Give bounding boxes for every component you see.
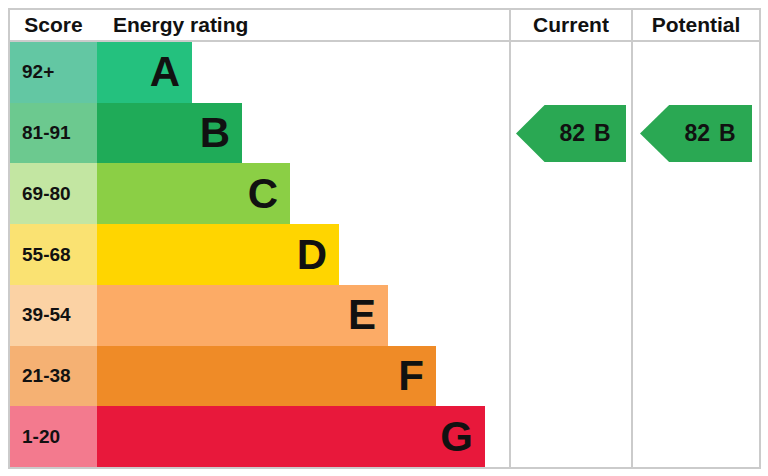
band-bar-d: D [97,224,339,285]
divider-current-column [509,10,511,467]
grade-letter-c: C [248,173,278,215]
band-bar-a: A [97,42,192,103]
current-grade: B [594,120,611,147]
current-score-value: 82 [559,120,585,147]
grade-letter-a: A [150,51,180,93]
band-row-f: 21-38 F [10,346,509,407]
grade-letter-e: E [348,294,376,336]
band-bar-c: C [97,163,290,224]
epc-chart: Score Energy rating Current Potential 92… [8,8,761,469]
current-rating-arrow: 82 B [516,105,626,162]
band-rows: 92+ A 81-91 B 69-80 C 55-68 D 39-54 E 21… [10,42,509,467]
band-bar-f: F [97,346,436,407]
band-row-e: 39-54 E [10,285,509,346]
score-range-a: 92+ [10,42,97,103]
grade-letter-b: B [200,112,230,154]
score-range-b: 81-91 [10,103,97,164]
epc-rating-chart-page: { "header": { "score": "Score", "energy"… [0,0,768,476]
potential-grade: B [719,120,736,147]
band-row-b: 81-91 B [10,103,509,164]
score-range-d: 55-68 [10,224,97,285]
header-score: Score [10,10,97,40]
band-bar-g: G [97,406,485,467]
score-range-f: 21-38 [10,346,97,407]
header-current: Current [511,10,631,40]
band-row-c: 69-80 C [10,163,509,224]
grade-letter-d: D [297,234,327,276]
score-range-e: 39-54 [10,285,97,346]
divider-potential-column [631,10,633,467]
score-range-g: 1-20 [10,406,97,467]
score-range-c: 69-80 [10,163,97,224]
band-row-g: 1-20 G [10,406,509,467]
potential-rating-arrow: 82 B [640,105,752,162]
header-energy-rating: Energy rating [97,10,248,40]
grade-letter-f: F [398,355,424,397]
band-bar-e: E [97,285,388,346]
band-row-d: 55-68 D [10,224,509,285]
band-row-a: 92+ A [10,42,509,103]
header-potential: Potential [633,10,759,40]
potential-score-value: 82 [684,120,710,147]
grade-letter-g: G [440,416,473,458]
band-bar-b: B [97,103,242,164]
chart-header: Score Energy rating Current Potential [10,10,759,42]
